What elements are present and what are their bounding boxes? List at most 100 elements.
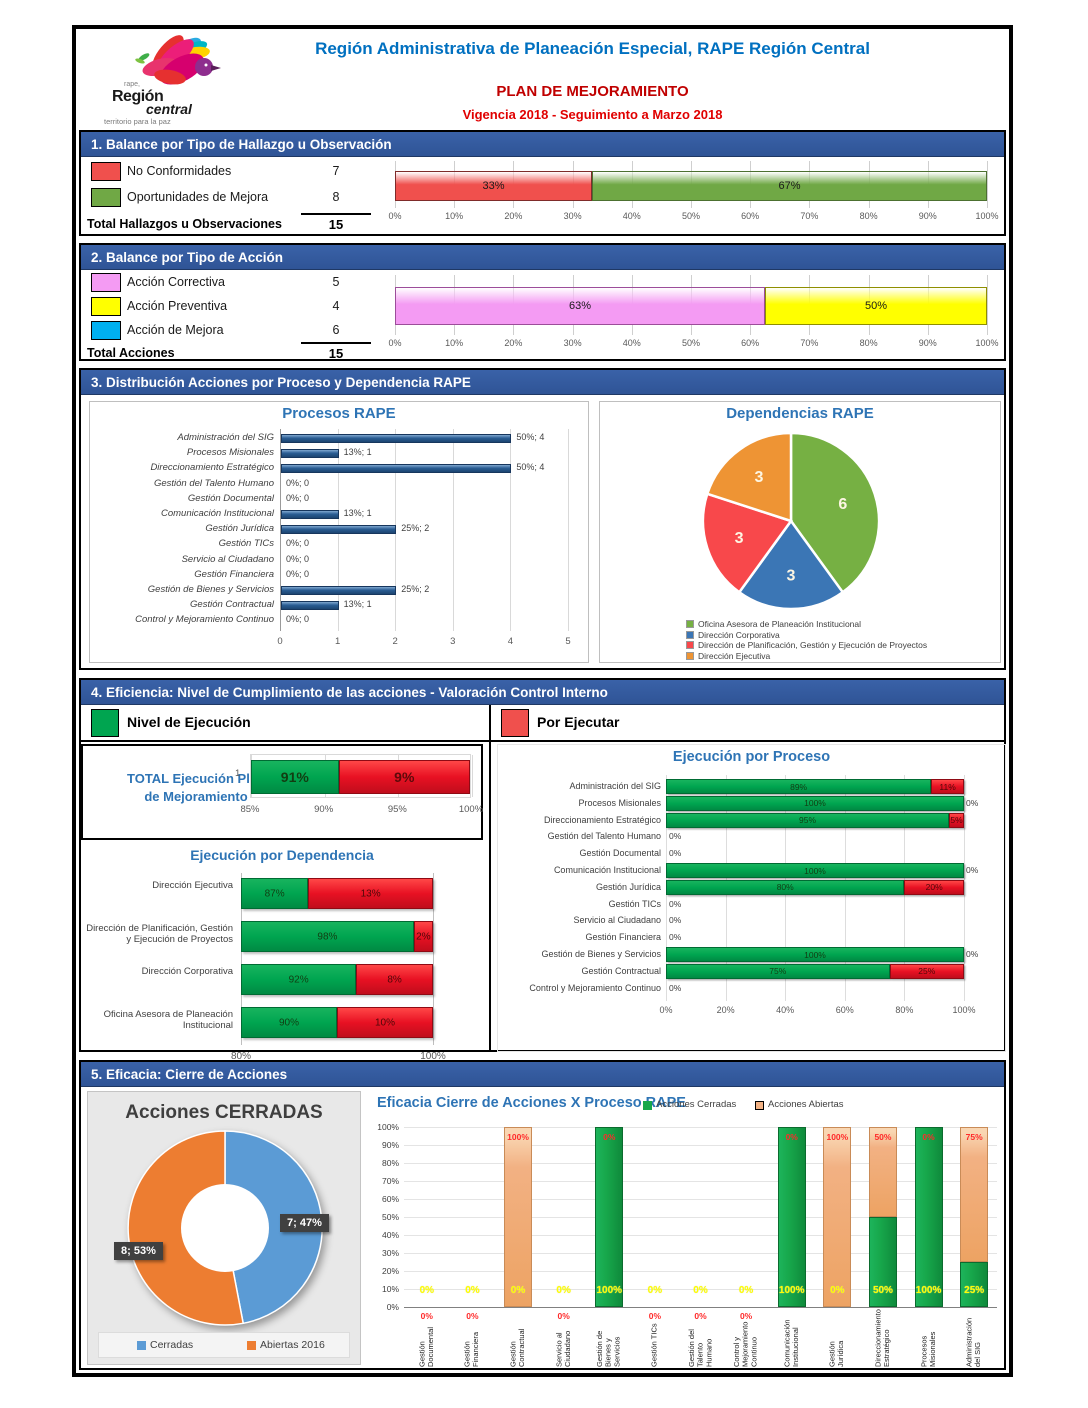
- column-legend-label: Acciones Abiertas: [768, 1099, 844, 1110]
- x-tick: 0%: [388, 211, 402, 221]
- bar-segment-pending: 25%: [889, 963, 964, 979]
- column-cerradas: [595, 1127, 624, 1307]
- gridline: [404, 1127, 997, 1128]
- acciones-cerradas-chart: Acciones CERRADAS 7; 47% 8; 53% Cerradas Abi…: [87, 1091, 361, 1365]
- dependencias-rape-chart: Dependencias RAPE 6 3 3 3 Oficina Asesora de …: [599, 401, 1001, 663]
- column-top-label: 0%: [648, 1311, 662, 1321]
- logo-tagline: territorio para la paz: [104, 117, 171, 126]
- bar-segment-exec: 89%: [666, 779, 932, 794]
- bar-segment-label: 95%: [799, 815, 817, 826]
- column-bottom-label: 0%: [510, 1285, 526, 1296]
- bar-segment-pending: 13%: [308, 878, 433, 909]
- column-cerradas: [914, 1127, 943, 1307]
- legend-label: Oportunidades de Mejora: [127, 190, 269, 204]
- x-tick: 90%: [918, 338, 937, 348]
- bar-label: 13%; 1: [343, 508, 372, 518]
- ejecucion-dependencia-chart: Ejecución por Dependencia Dirección Ejecu…: [81, 847, 483, 1062]
- donut-hole: [181, 1184, 269, 1272]
- pie-legend-label: Dirección Ejecutiva: [698, 650, 771, 661]
- legend-swatch: [91, 162, 121, 181]
- category-label: Control y Mejoramiento Continuo: [529, 982, 661, 993]
- category-label: Gestión Documental: [579, 848, 661, 859]
- bar-segment-pending: 5%: [949, 812, 964, 828]
- x-tick: 5: [565, 635, 571, 647]
- execution-legend-label: Nivel de Ejecución: [127, 714, 251, 730]
- logo-pre-text: rape,: [124, 81, 140, 88]
- bar-label: 13%; 1: [343, 447, 372, 458]
- y-tick: 100%: [377, 1122, 399, 1132]
- bird-logo-icon: [135, 35, 221, 85]
- y-tick: 80%: [381, 1158, 399, 1168]
- category-label: Control y Mejoramiento Continuo: [135, 614, 274, 626]
- bar-segment-label: 13%: [360, 888, 381, 899]
- zero-label: 0%: [669, 915, 682, 926]
- gridline: [452, 429, 454, 631]
- y-tick: 30%: [381, 1248, 399, 1258]
- bar-segment-exec: 87%: [241, 878, 309, 909]
- bar-label: 13%; 1: [343, 599, 372, 610]
- column-cerradas: [960, 1262, 989, 1307]
- column-bottom-label: 100%: [778, 1285, 805, 1296]
- bar-segment-pending: 11%: [931, 779, 964, 794]
- gridline: [404, 1307, 997, 1308]
- bar-segment: 50%: [765, 287, 987, 325]
- dependencias-rape-title: Dependencias RAPE: [726, 405, 874, 422]
- column-category-label: Gestión Documental: [417, 1326, 435, 1367]
- x-tick: 40%: [622, 211, 641, 221]
- column-bottom-label: 50%: [872, 1285, 893, 1296]
- gridline: [404, 1289, 997, 1290]
- column-bottom-label: 0%: [556, 1285, 571, 1296]
- gridline: [433, 873, 434, 1045]
- column-bottom-label: 25%: [964, 1285, 985, 1296]
- column-top-label: 75%: [965, 1132, 983, 1142]
- x-tick: 100%: [975, 338, 999, 348]
- column-category-label: Gestión de Bienes y Servicios: [595, 1330, 622, 1367]
- legend-label: Acción Correctiva: [127, 275, 225, 289]
- logo-line2-text: central: [146, 101, 192, 117]
- procesos-rape-title: Procesos RAPE: [282, 405, 396, 422]
- bar: [281, 585, 397, 595]
- gridline: [404, 1217, 997, 1218]
- execution-legend-swatch: [91, 709, 119, 737]
- x-tick: 0%: [388, 338, 402, 348]
- column-bottom-label: 100%: [596, 1285, 623, 1296]
- category-label: Dirección de Planificación, Gestión y Ej…: [86, 923, 233, 946]
- zero-label: 0%: [966, 797, 979, 808]
- total-label-line2: de Mejoramiento: [144, 788, 248, 804]
- category-label: Gestión Documental: [187, 492, 274, 504]
- zero-label: 0%: [669, 831, 682, 842]
- bar-label: 50%; 4: [516, 432, 545, 442]
- section-4-title: 4. Eficiencia: Nivel de Cumplimiento de …: [81, 680, 1004, 705]
- category-label: Gestión TICs: [608, 898, 661, 909]
- bar-segment-label: 33%: [482, 180, 505, 192]
- bar-segment-label: 90%: [278, 1017, 299, 1028]
- legend-label: No Conformidades: [127, 164, 232, 178]
- category-label: Gestión del Talento Humano: [153, 477, 274, 489]
- bar-segment-pending: 10%: [337, 1007, 433, 1038]
- category-label: Administración del SIG: [569, 781, 661, 791]
- total-value: 15: [301, 342, 371, 361]
- eficacia-cierre-title: Eficacia Cierre de Acciones X Proceso RA…: [377, 1095, 686, 1111]
- column-top-label: 0%: [694, 1311, 707, 1321]
- column-category-label: Gestión Jurídica: [827, 1340, 846, 1367]
- bar-segment-label: 100%: [804, 865, 826, 876]
- section-5-content: Acciones CERRADAS 7; 47% 8; 53% Cerradas Abi…: [81, 1087, 1004, 1368]
- category-label: Gestión Financiera: [585, 932, 661, 943]
- category-label: Gestión Jurídica: [595, 881, 661, 892]
- pending-legend-label: Por Ejecutar: [537, 714, 620, 730]
- bar-segment-label: 9%: [394, 769, 415, 785]
- column-category-label: Administración del SIG: [964, 1317, 983, 1367]
- section-3: 3. Distribución Acciones por Proceso y D…: [79, 368, 1006, 670]
- category-label: Gestión Contractual: [581, 965, 661, 976]
- category-label: Oficina Asesora de Planeación Institucio…: [103, 1009, 233, 1032]
- x-tick: 80%: [859, 338, 878, 348]
- x-tick: 80%: [230, 1051, 251, 1062]
- report-frame: rape, Región central territorio para la …: [72, 25, 1013, 1377]
- x-tick: 70%: [800, 211, 819, 221]
- bar-segment-pending: 20%: [904, 879, 964, 895]
- pending-legend-swatch: [501, 709, 529, 737]
- bar-segment-exec: 75%: [666, 963, 890, 979]
- column-bottom-label: 0%: [647, 1285, 663, 1296]
- pie-legend-swatch: [686, 620, 694, 628]
- column-bottom-label: 0%: [738, 1285, 754, 1296]
